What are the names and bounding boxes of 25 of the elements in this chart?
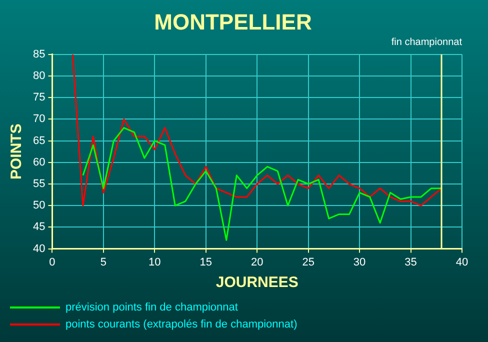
chart-subtitle: fin championnat xyxy=(391,37,462,48)
x-tick-label: 35 xyxy=(404,256,417,268)
x-tick-label: 20 xyxy=(250,256,264,268)
x-tick-label: 30 xyxy=(353,256,366,268)
y-tick-label: 80 xyxy=(32,70,46,82)
x-tick-label: 10 xyxy=(148,256,161,268)
legend-label: prévision points fin de championnat xyxy=(66,302,238,314)
y-tick-label: 75 xyxy=(32,92,46,104)
y-tick-label: 50 xyxy=(32,200,46,212)
y-tick-label: 70 xyxy=(32,113,46,126)
x-tick-label: 25 xyxy=(302,256,314,268)
x-tick-label: 0 xyxy=(49,256,56,268)
x-axis-title: JOURNEES xyxy=(216,274,298,292)
x-tick-label: 40 xyxy=(456,256,468,268)
y-axis-title: POINTS xyxy=(8,124,26,180)
legend-label: points courants (extrapolés fin de championnat) xyxy=(66,318,298,331)
chart-title: MONTPELLIER xyxy=(154,9,312,34)
y-tick-label: 45 xyxy=(32,221,46,234)
y-tick-label: 65 xyxy=(32,134,46,147)
y-tick-label: 85 xyxy=(32,48,46,60)
x-tick-label: 15 xyxy=(200,256,212,268)
x-tick-label: 5 xyxy=(100,256,107,268)
y-tick-label: 55 xyxy=(32,178,46,190)
y-tick-label: 60 xyxy=(32,156,46,168)
y-tick-label: 40 xyxy=(32,242,46,255)
